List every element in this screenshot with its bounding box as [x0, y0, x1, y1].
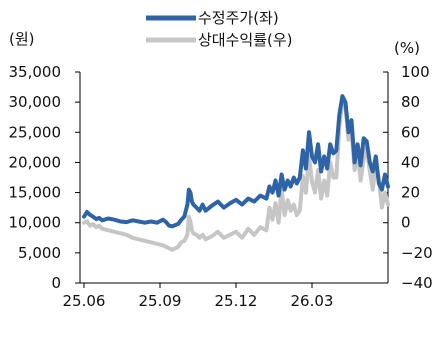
left-tick-label: 0: [51, 274, 61, 292]
series-line-adjusted-price: [82, 94, 390, 229]
series-line-relative-return: [82, 100, 390, 252]
x-tick-label: 25.09: [139, 292, 182, 310]
right-tick-label: 0: [401, 214, 411, 232]
right-tick-label: −40: [401, 274, 433, 292]
left-tick-label: 5,000: [18, 244, 61, 262]
legend-label-price: 수정주가(좌): [198, 9, 279, 27]
unit-right-label: (%): [394, 39, 420, 57]
right-tick-label: −20: [401, 244, 433, 262]
left-tick-label: 25,000: [9, 123, 62, 141]
right-axis-ticks: −40 −20 0 20 40 60 80 100: [383, 63, 433, 292]
unit-left-label: (원): [9, 30, 35, 48]
x-tick-label: 25.06: [63, 292, 106, 310]
left-tick-label: 35,000: [9, 63, 62, 81]
right-tick-label: 20: [401, 184, 420, 202]
x-tick-label: 26.03: [291, 292, 334, 310]
x-tick-label: 25.12: [215, 292, 258, 310]
right-tick-label: 80: [401, 93, 420, 111]
x-axis-ticks: 25.06 25.09 25.12 26.03: [63, 283, 334, 310]
left-axis-ticks: 0 5,000 10,000 15,000 20,000 25,000 30,000 35,0…: [9, 63, 80, 292]
left-tick-label: 20,000: [9, 153, 62, 171]
legend-label-relative: 상대수익률(우): [198, 31, 293, 49]
left-tick-label: 15,000: [9, 184, 62, 202]
left-tick-label: 10,000: [9, 214, 62, 232]
right-tick-label: 100: [401, 63, 430, 81]
right-tick-label: 60: [401, 123, 420, 141]
left-tick-label: 30,000: [9, 93, 62, 111]
right-tick-label: 40: [401, 153, 420, 171]
